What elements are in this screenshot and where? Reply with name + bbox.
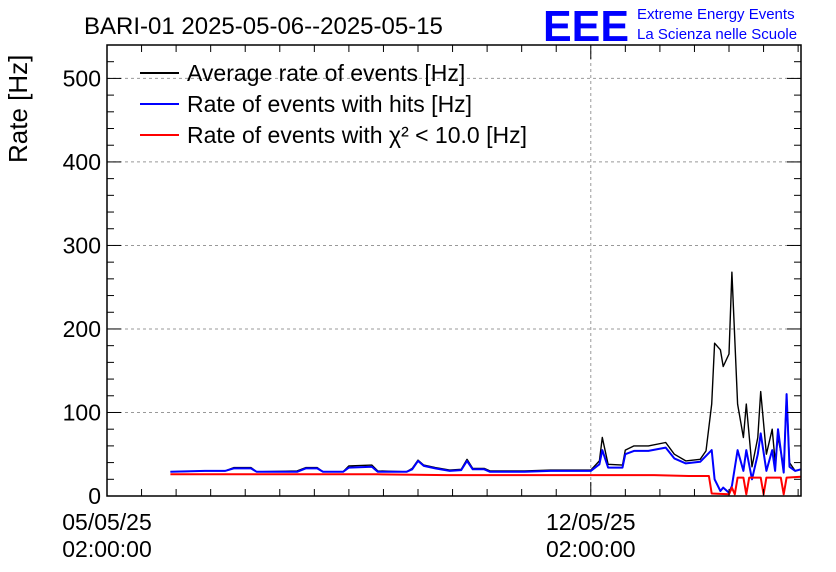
series-line-3 xyxy=(170,473,802,496)
series-line-2 xyxy=(170,393,802,494)
logo-eee-text: EEE xyxy=(543,2,629,51)
y-tick-label: 300 xyxy=(63,232,101,258)
logo-subtitle-1: Extreme Energy Events xyxy=(637,6,795,23)
grid xyxy=(107,45,801,496)
chart-title: BARI-01 2025-05-06--2025-05-15 xyxy=(84,13,443,40)
legend: Average rate of events [Hz] Rate of event… xyxy=(140,60,527,148)
y-axis-label: Rate [Hz] xyxy=(3,55,33,163)
y-tick-label: 0 xyxy=(88,483,101,509)
x-tick-time-label: 02:00:00 xyxy=(62,536,152,562)
legend-label-1: Average rate of events [Hz] xyxy=(187,60,465,86)
y-tick-label: 500 xyxy=(63,65,101,91)
eee-logo: EEE Extreme Energy Events La Scienza nel… xyxy=(543,2,797,51)
y-tick-label: 400 xyxy=(63,149,101,175)
y-tick-label: 100 xyxy=(63,399,101,425)
y-tick-label: 200 xyxy=(63,316,101,342)
series-line-1 xyxy=(170,271,802,473)
logo-subtitle-2: La Scienza nelle Scuole xyxy=(637,26,797,43)
x-tick-time-label: 02:00:00 xyxy=(546,536,636,562)
x-tick-date-label: 12/05/25 xyxy=(546,509,636,535)
series-lines xyxy=(170,271,802,496)
plot-border xyxy=(106,44,802,497)
y-axis-ticks: 0 100 200 300 400 500 xyxy=(63,44,801,509)
legend-label-2: Rate of events with hits [Hz] xyxy=(187,91,472,117)
plot-frame xyxy=(106,44,802,497)
x-tick-date-label: 05/05/25 xyxy=(62,509,152,535)
legend-label-3: Rate of events with χ² < 10.0 [Hz] xyxy=(187,122,527,148)
